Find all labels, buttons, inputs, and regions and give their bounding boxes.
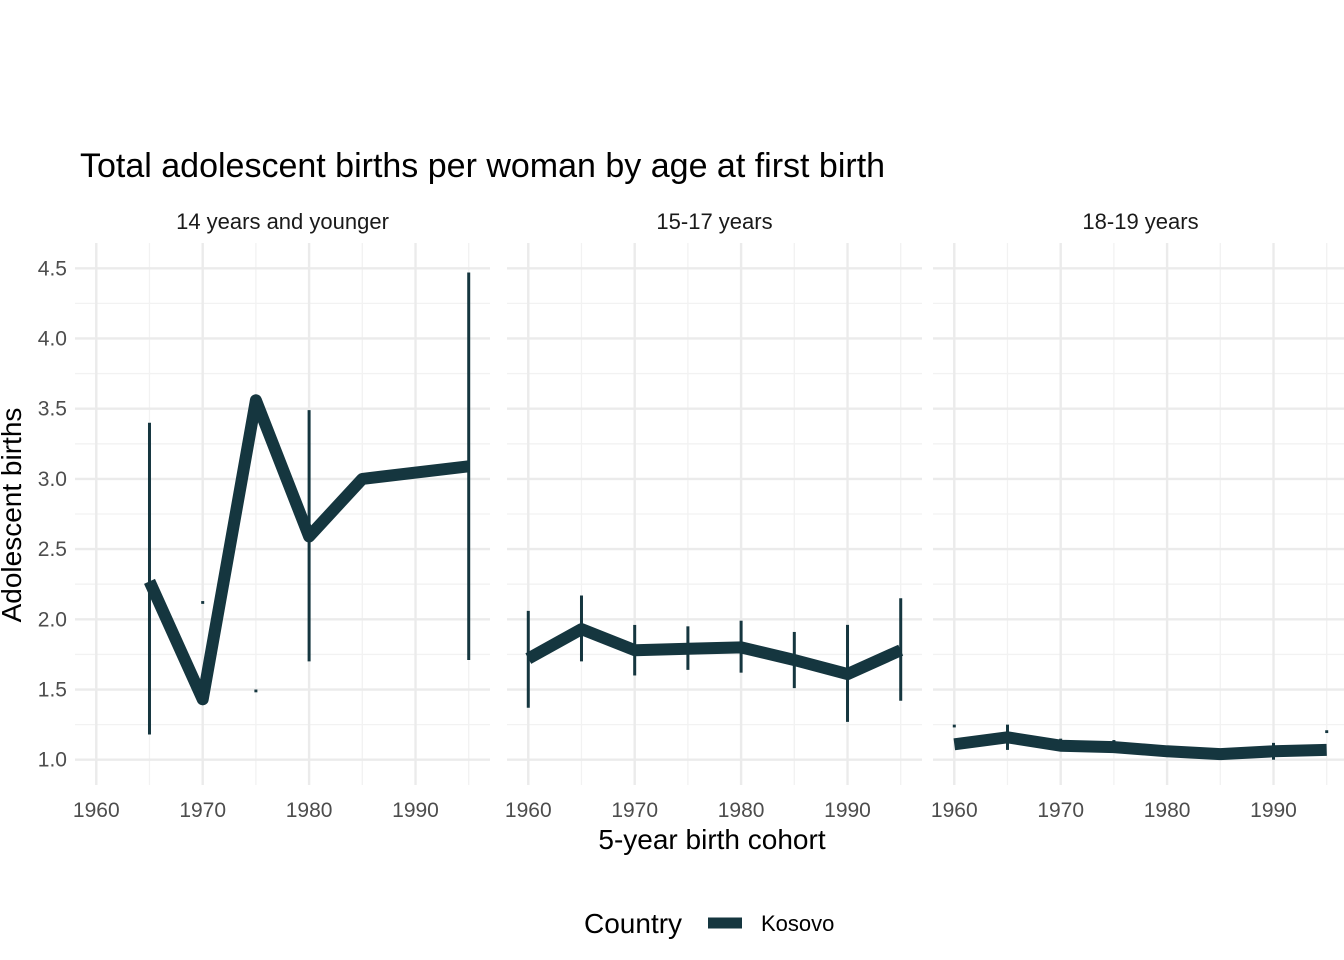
y-tick-label: 4.5 [38,257,67,280]
legend: Country Kosovo [584,908,834,939]
chart-title: Total adolescent births per woman by age… [80,147,885,185]
legend-title: Country [584,908,682,939]
x-axis-title: 5-year birth cohort [598,824,825,855]
y-tick-label: 1.5 [38,679,67,702]
y-tick-label: 4.0 [38,327,67,350]
panel-strip-label: 14 years and younger [176,209,389,234]
x-tick-label: 1970 [179,799,226,822]
y-axis-title: Adolescent births [0,408,27,623]
y-tick-label: 2.0 [38,608,67,631]
legend-label-kosovo: Kosovo [761,911,834,936]
series-line-kosovo [953,731,1327,761]
panel-strip-label: 18-19 years [1082,209,1198,234]
x-tick-label: 1960 [505,799,552,822]
y-tick-label: 3.0 [38,468,67,491]
series-line-kosovo [144,394,470,706]
x-tick-label: 1960 [931,799,978,822]
panel-strip-label: 15-17 years [656,209,772,234]
x-tick-label: 1990 [1250,799,1297,822]
panel-1: 14 years and younger 1960 1970 1980 1990 [73,209,490,822]
x-tick-label: 1970 [1037,799,1084,822]
y-tick-label: 3.5 [38,398,67,421]
x-tick-label: 1960 [73,799,120,822]
series-line-kosovo [525,623,904,681]
y-axis-ticks: 1.0 1.5 2.0 2.5 3.0 3.5 4.0 4.5 [38,257,67,771]
panel-2: 15-17 years 1960 1970 1980 1990 [505,209,922,822]
x-tick-label: 1970 [611,799,658,822]
panel-3: 18-19 years 1960 1970 1980 1990 [931,209,1344,822]
x-tick-label: 1980 [286,799,333,822]
x-tick-label: 1980 [718,799,765,822]
x-tick-label: 1990 [392,799,439,822]
y-tick-label: 2.5 [38,538,67,561]
y-tick-label: 1.0 [38,749,67,772]
x-tick-label: 1980 [1144,799,1191,822]
x-tick-label: 1990 [824,799,871,822]
